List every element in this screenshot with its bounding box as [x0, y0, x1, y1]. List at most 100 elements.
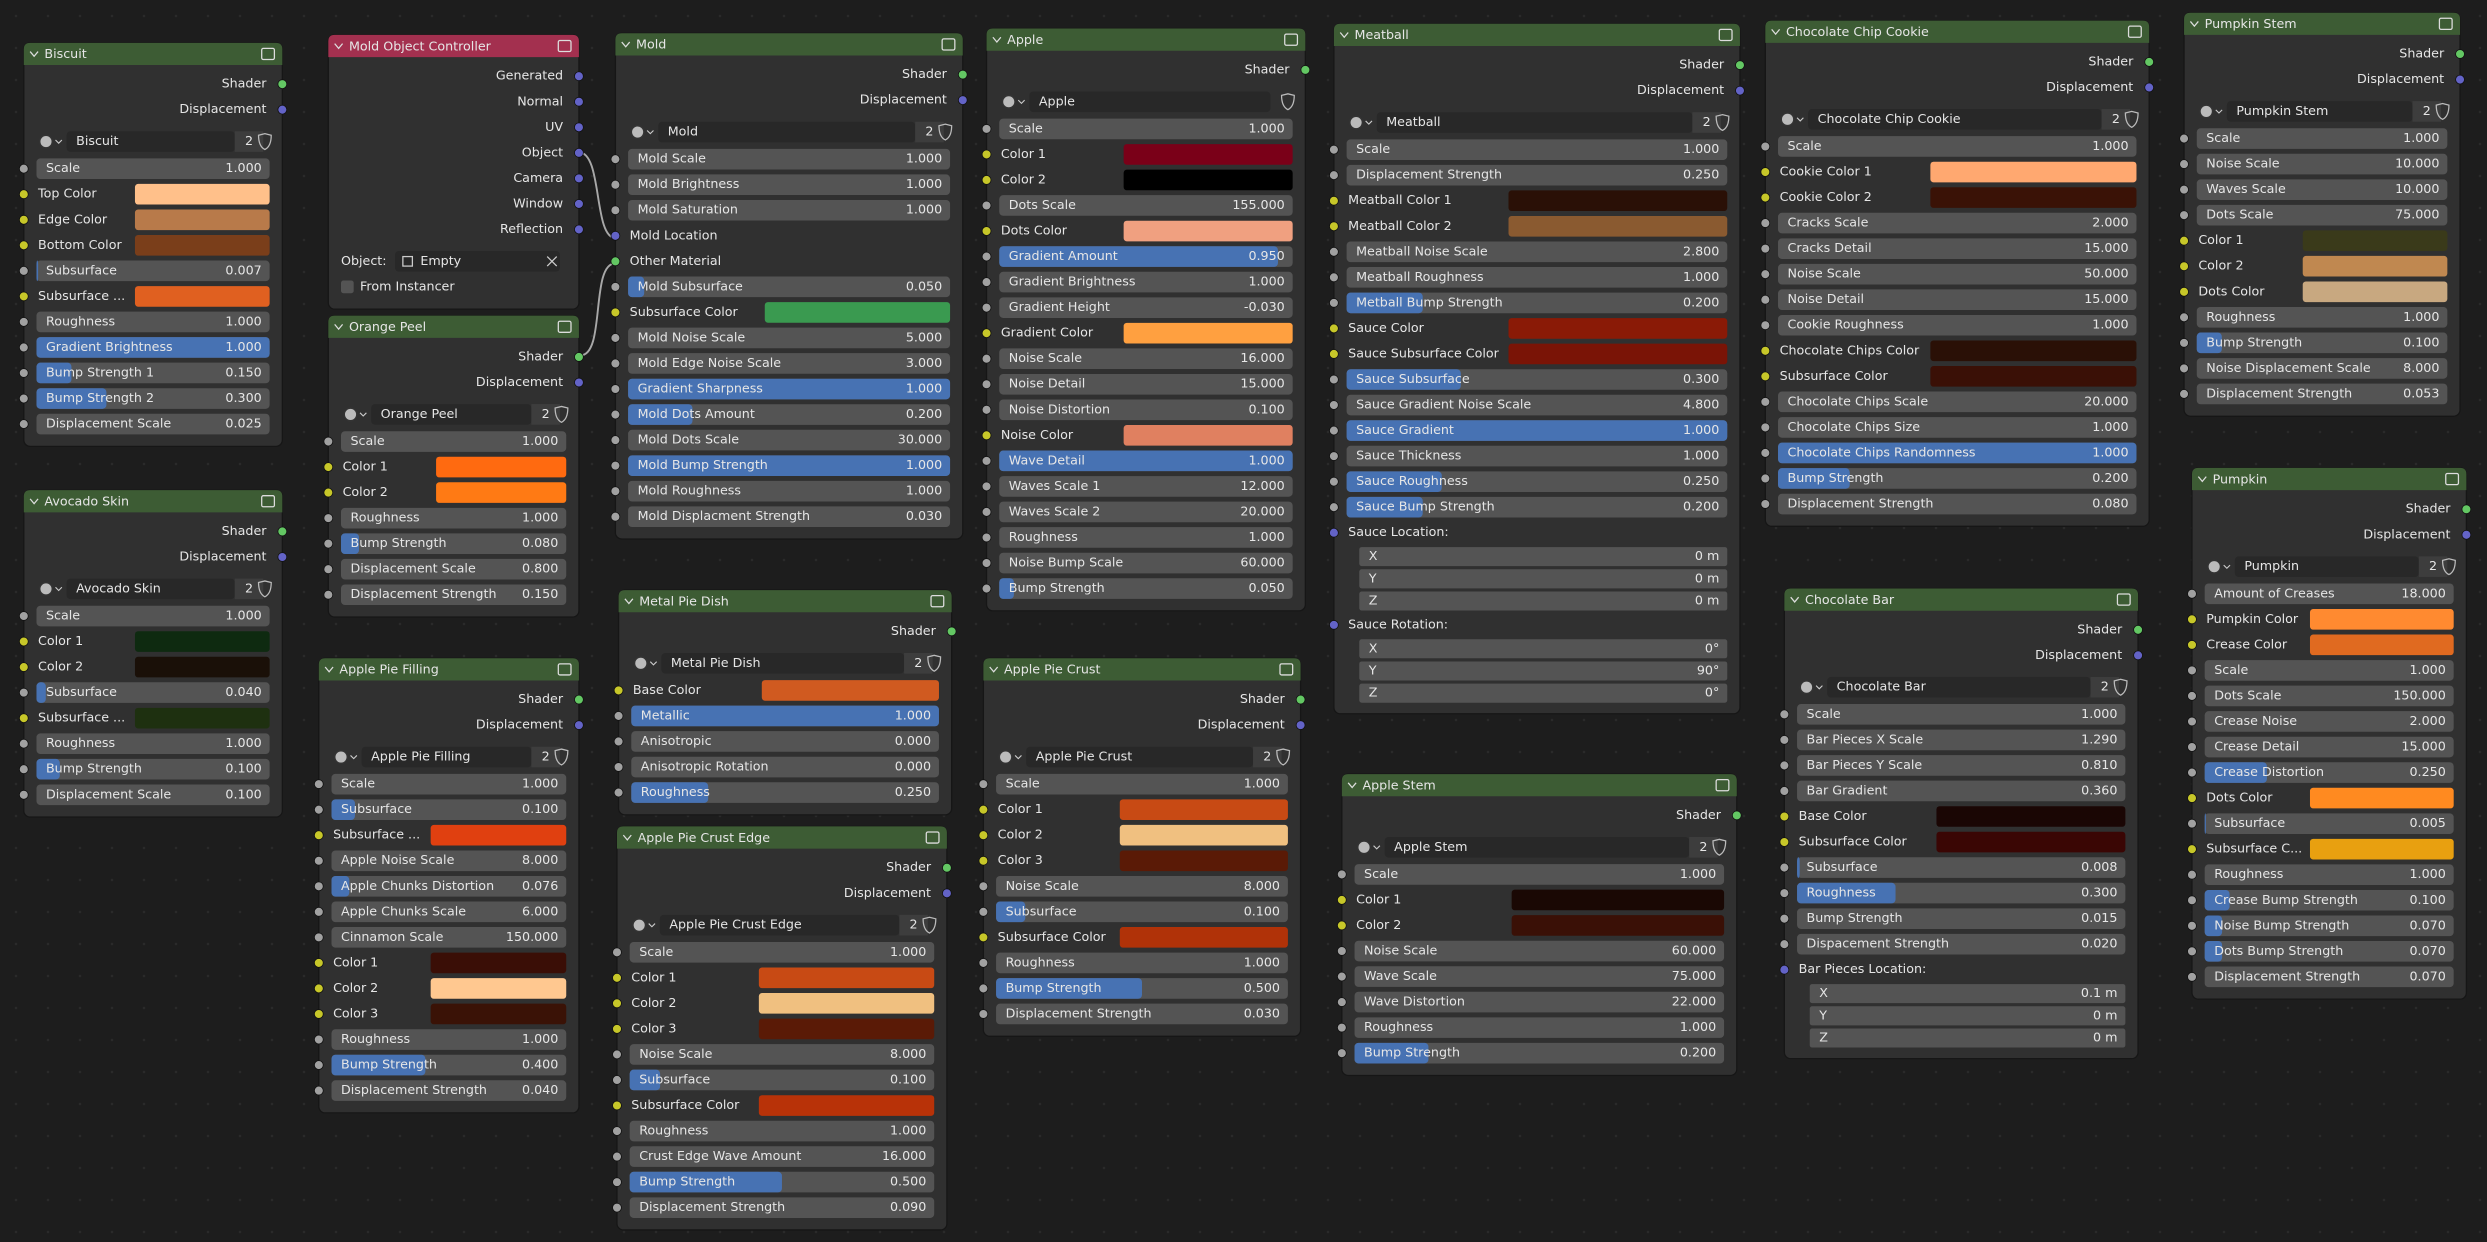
input-socket[interactable]	[18, 662, 29, 672]
material-icon[interactable]	[1799, 680, 1814, 695]
color-swatch[interactable]	[134, 656, 270, 678]
value-field[interactable]	[999, 297, 1293, 318]
object-field[interactable]	[394, 251, 560, 272]
input-socket[interactable]	[2187, 716, 2197, 727]
input-socket[interactable]	[981, 175, 992, 185]
color-swatch[interactable]	[1123, 144, 1293, 165]
input-socket[interactable]	[18, 393, 29, 404]
value-field[interactable]	[628, 506, 951, 528]
input-socket[interactable]	[1329, 170, 1339, 181]
value-field[interactable]	[1778, 136, 2137, 157]
output-socket[interactable]	[574, 694, 584, 705]
value-field[interactable]	[2196, 307, 2448, 328]
material-icon[interactable]	[1356, 840, 1372, 855]
input-socket[interactable]	[313, 1060, 324, 1070]
input-socket[interactable]	[978, 804, 989, 815]
input-socket[interactable]	[610, 256, 621, 267]
node[interactable]: Apple Pie Crust Shader Displacement Apple P…	[978, 657, 1306, 1037]
input-socket[interactable]	[1779, 862, 1790, 873]
input-socket[interactable]	[1337, 869, 1347, 880]
input-socket[interactable]	[1329, 323, 1339, 334]
output-socket[interactable]	[1735, 60, 1745, 70]
value-field[interactable]	[996, 875, 1288, 897]
value-field[interactable]	[999, 501, 1293, 523]
value-field[interactable]	[2196, 332, 2448, 354]
value-field[interactable]	[1346, 445, 1728, 467]
color-swatch[interactable]	[1511, 889, 1725, 911]
collapse-arrow[interactable]	[992, 36, 1002, 44]
group-icon[interactable]	[557, 320, 572, 333]
input-socket[interactable]	[612, 1151, 622, 1162]
value-field[interactable]	[36, 605, 270, 627]
value-field[interactable]	[629, 1120, 935, 1142]
color-swatch[interactable]	[134, 234, 270, 256]
datablock-field[interactable]	[661, 652, 905, 674]
input-socket[interactable]	[323, 538, 334, 549]
value-field[interactable]	[1346, 496, 1728, 518]
input-socket[interactable]	[613, 711, 624, 721]
input-socket[interactable]	[1760, 422, 1771, 433]
color-swatch[interactable]	[430, 824, 567, 846]
input-socket[interactable]	[612, 1100, 622, 1111]
input-socket[interactable]	[313, 906, 324, 917]
input-socket[interactable]	[981, 226, 992, 236]
fake-user-shield[interactable]	[257, 580, 272, 598]
value-field[interactable]	[341, 431, 567, 452]
fake-user-shield[interactable]	[938, 123, 953, 141]
input-socket[interactable]	[2179, 184, 2189, 195]
value-field[interactable]	[1354, 1017, 1725, 1038]
value-field[interactable]	[999, 552, 1293, 574]
input-socket[interactable]	[1337, 920, 1347, 931]
datablock-field[interactable]	[371, 404, 532, 425]
input-socket[interactable]	[1760, 167, 1771, 177]
collapse-arrow[interactable]	[2197, 476, 2207, 483]
input-socket[interactable]	[2187, 614, 2197, 625]
input-socket[interactable]	[18, 789, 29, 800]
value-field[interactable]	[1778, 238, 2137, 259]
input-socket[interactable]	[610, 307, 621, 318]
value-field[interactable]	[1778, 314, 2137, 336]
color-swatch[interactable]	[758, 967, 935, 989]
color-swatch[interactable]	[1119, 824, 1288, 846]
collapse-arrow[interactable]	[29, 51, 39, 58]
value-field[interactable]	[1797, 933, 2126, 955]
node[interactable]: Metal Pie Dish Shader Metal Pie Dish 2 Base …	[613, 589, 957, 816]
input-socket[interactable]	[2179, 159, 2189, 169]
input-socket[interactable]	[1329, 400, 1339, 410]
datablock-field[interactable]	[1384, 836, 1690, 858]
value-field[interactable]	[331, 850, 567, 872]
fake-user-shield[interactable]	[2124, 110, 2139, 129]
color-swatch[interactable]	[1936, 831, 2126, 853]
node[interactable]: Chocolate Bar Shader Displacement Chocolate…	[1779, 587, 2143, 1060]
input-socket[interactable]	[612, 1202, 622, 1213]
input-socket[interactable]	[323, 487, 334, 498]
input-socket[interactable]	[1337, 997, 1347, 1007]
input-socket[interactable]	[981, 532, 992, 543]
users-field[interactable]	[234, 578, 264, 600]
output-socket[interactable]	[957, 69, 968, 80]
input-socket[interactable]	[1779, 811, 1790, 822]
input-socket[interactable]	[1779, 786, 1790, 796]
color-swatch[interactable]	[1123, 425, 1293, 446]
input-socket[interactable]	[2187, 691, 2197, 701]
collapse-arrow[interactable]	[334, 43, 344, 50]
color-swatch[interactable]	[1119, 799, 1288, 820]
output-socket[interactable]	[574, 147, 584, 158]
value-field[interactable]	[629, 1146, 935, 1167]
collapse-arrow[interactable]	[624, 598, 634, 605]
material-icon[interactable]	[343, 407, 358, 422]
fake-user-shield[interactable]	[2435, 102, 2450, 121]
input-socket[interactable]	[313, 983, 324, 994]
node[interactable]: Pumpkin Shader Displacement Pumpkin 2 Amount …	[2187, 467, 2472, 1000]
node[interactable]: Mold Object Controller Generated Normal UV O…	[327, 34, 584, 310]
input-socket[interactable]	[18, 240, 29, 251]
datablock-field[interactable]	[2234, 556, 2419, 577]
value-field[interactable]	[2196, 383, 2448, 405]
input-socket[interactable]	[1760, 397, 1771, 407]
input-socket[interactable]	[610, 384, 621, 394]
value-field[interactable]	[36, 413, 270, 435]
collapse-arrow[interactable]	[989, 666, 999, 673]
input-socket[interactable]	[613, 787, 624, 798]
input-socket[interactable]	[1779, 964, 1790, 975]
output-socket[interactable]	[2461, 529, 2472, 540]
